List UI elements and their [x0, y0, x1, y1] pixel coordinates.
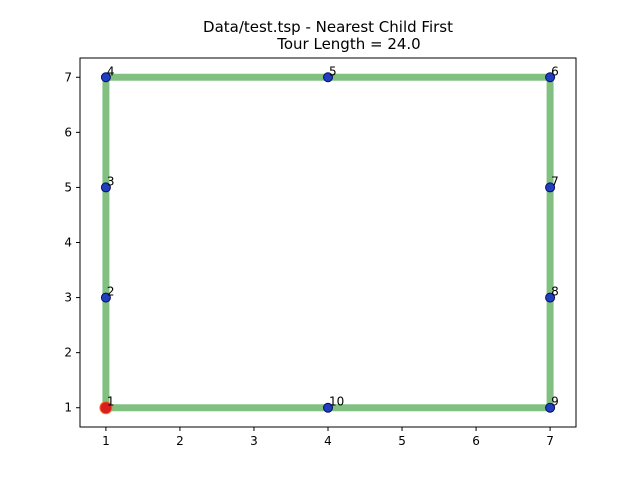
chart-title: Data/test.tsp - Nearest Child First	[203, 18, 453, 36]
chart-subtitle: Tour Length = 24.0	[276, 35, 420, 53]
city-label-9: 9	[551, 395, 559, 409]
city-point-10	[323, 402, 333, 413]
y-tick-label-3: 3	[64, 291, 72, 305]
x-axis: 1 2 3 4 5 6 7	[102, 427, 554, 448]
city-label-5: 5	[329, 64, 337, 78]
city-label-2: 2	[107, 285, 115, 299]
city-label-10: 10	[329, 395, 344, 409]
city-label-6: 6	[551, 64, 559, 78]
y-tick-label-7: 7	[64, 70, 72, 84]
x-tick-label-1: 1	[102, 434, 110, 448]
city-point-3	[100, 182, 111, 193]
x-tick-label-5: 5	[398, 434, 406, 448]
city-point-8	[545, 292, 556, 303]
y-tick-label-1: 1	[64, 401, 72, 415]
city-point-2	[100, 292, 111, 303]
city-point-4	[100, 72, 111, 83]
x-tick-label-7: 7	[546, 434, 554, 448]
city-point-6	[545, 72, 556, 83]
start-city-point	[99, 401, 113, 415]
city-label-8: 8	[551, 285, 559, 299]
x-tick-label-6: 6	[472, 434, 480, 448]
city-label-3: 3	[107, 174, 115, 188]
y-axis: 1 2 3 4 5 6 7	[64, 70, 80, 415]
city-point-7	[545, 182, 556, 193]
y-tick-label-5: 5	[64, 180, 72, 194]
x-tick-label-2: 2	[176, 434, 184, 448]
city-label-7: 7	[551, 174, 559, 188]
y-tick-label-6: 6	[64, 125, 72, 139]
y-tick-label-2: 2	[64, 346, 72, 360]
city-point-9	[545, 402, 556, 413]
x-tick-label-4: 4	[324, 434, 332, 448]
city-label-1: 1	[107, 395, 115, 409]
points-layer	[99, 72, 556, 415]
x-tick-label-3: 3	[250, 434, 258, 448]
city-label-4: 4	[107, 64, 115, 78]
point-labels-layer: 1 2 3 4 5 6 7 8 9 10	[107, 64, 559, 408]
y-tick-label-4: 4	[64, 236, 72, 250]
city-point-5	[323, 72, 333, 83]
